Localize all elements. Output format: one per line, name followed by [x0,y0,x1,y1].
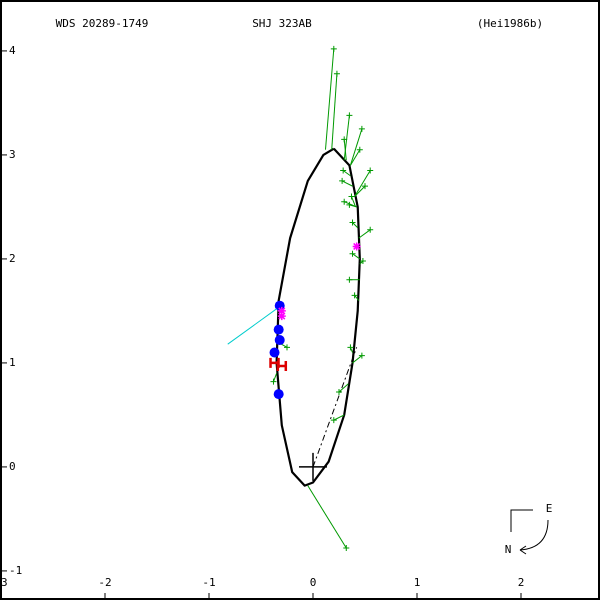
residual-line [352,253,361,260]
residual-line [359,260,364,265]
title-right: (Hei1986b) [477,17,543,30]
plus-marker [343,545,350,552]
primary-star [299,452,327,481]
residual-line [358,229,371,239]
y-tick-label: 1 [9,356,16,369]
residual-line [343,139,347,161]
plus-marker [330,45,337,52]
dot-marker [273,389,284,400]
title-center: SHJ 323AB [252,17,312,30]
title-left: WDS 20289-1749 [56,17,149,30]
plus-marker [348,193,355,200]
plus-marker [359,258,366,264]
residual-line [343,115,350,161]
plus-marker [356,146,363,153]
dot-marker [273,324,284,335]
plus-marker [341,198,348,205]
plus-marker [346,112,353,119]
star-marker [277,312,286,321]
residual-line [331,73,338,150]
residual-line [333,414,345,421]
residual-line [350,149,361,166]
node-line [312,347,358,468]
residual-line [338,383,349,393]
residual-line [349,128,363,166]
plus-marker [341,136,348,143]
residual-line [351,196,357,208]
plus-marker [333,70,340,77]
dot-marker [274,335,285,346]
plus-marker [367,226,374,233]
orbit [275,147,361,487]
residual-line [352,222,359,229]
star-marker [352,242,361,251]
y-tick-label: 3 [9,148,16,161]
residual-line [354,185,366,197]
y-tick-label: 4 [9,44,16,57]
plus-marker [284,344,290,351]
y-tick-label: 2 [9,252,16,265]
plus-marker [330,417,337,424]
plus-marker [358,352,365,359]
plus-marker [358,125,365,132]
plus-marker [367,167,374,174]
compass: E N [505,502,553,556]
plus-marker [336,389,342,396]
compass-e: E [546,502,553,515]
residual-line [273,373,278,382]
plus-marker [349,219,356,226]
x-tick-label: -1 [202,576,215,589]
plus-marker [349,250,356,257]
dot-marker [269,347,280,358]
h-marker [276,361,288,372]
plus-marker [340,167,347,174]
plus-marker [339,177,346,184]
residual-line [352,355,363,364]
residual-line [324,48,335,150]
residual-line [341,180,353,187]
x-tick-label: -2 [98,576,111,589]
plus-marker [346,276,353,283]
residual-line [354,170,371,197]
plus-marker [347,344,354,351]
residual-line [307,485,347,549]
plus-marker [270,378,277,385]
cyan-residual [227,308,277,345]
y-tick-label: 0 [9,460,16,473]
compass-n: N [505,543,512,556]
x-tick-label: 2 [518,576,525,589]
x-tick-label: -3 [0,576,8,589]
y-tick-label: -1 [9,564,22,577]
x-tick-label: 1 [414,576,421,589]
plus-marker [346,201,353,208]
residual-line [354,295,360,301]
star-marker [277,306,286,315]
plus-marker [362,183,368,190]
plus-marker [351,292,358,299]
residual-line [342,170,351,177]
x-tick-label: 0 [310,576,317,589]
